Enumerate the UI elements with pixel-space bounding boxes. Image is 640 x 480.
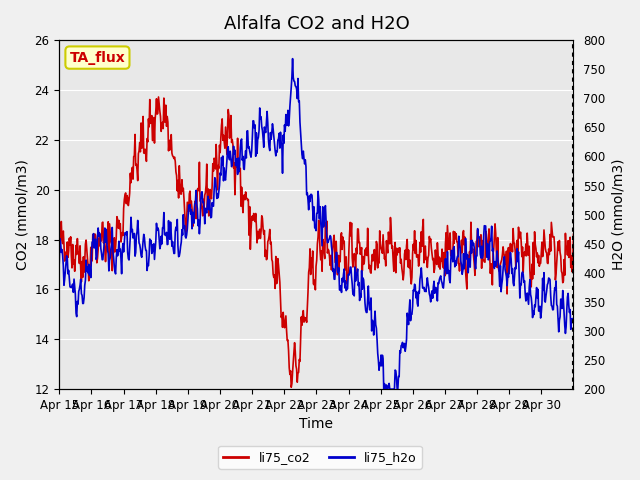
Legend: li75_co2, li75_h2o: li75_co2, li75_h2o — [218, 446, 422, 469]
Y-axis label: H2O (mmol/m3): H2O (mmol/m3) — [611, 159, 625, 270]
Title: Alfalfa CO2 and H2O: Alfalfa CO2 and H2O — [223, 15, 409, 33]
Text: TA_flux: TA_flux — [70, 50, 125, 65]
X-axis label: Time: Time — [300, 418, 333, 432]
Y-axis label: CO2 (mmol/m3): CO2 (mmol/m3) — [15, 159, 29, 270]
